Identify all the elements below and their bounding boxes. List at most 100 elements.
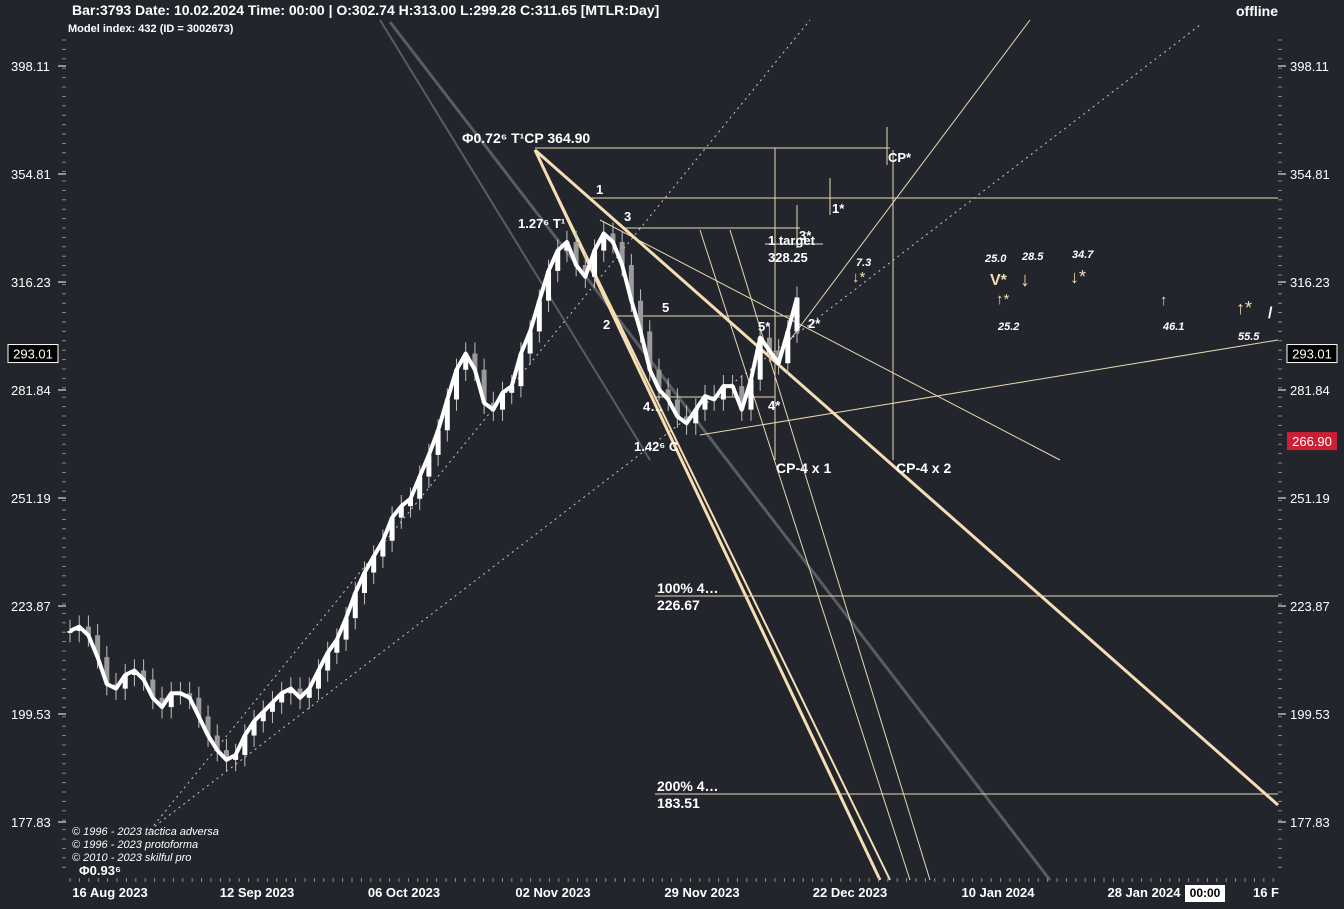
candle-body	[141, 670, 147, 680]
candle-body	[269, 702, 275, 712]
candle-body	[693, 409, 699, 424]
thick-down-line-2	[534, 149, 891, 881]
grey-trend-line-short	[379, 19, 651, 461]
candle-body	[223, 750, 229, 760]
y-axis-right: 398.11 354.81 316.23 281.84 251.19 223.87 199.…	[1278, 39, 1338, 868]
candle-body	[573, 242, 579, 266]
candle-body	[527, 331, 533, 354]
candle-body	[435, 430, 441, 455]
candle-body	[665, 389, 671, 400]
candle-body	[766, 337, 772, 351]
candle-body	[417, 476, 423, 499]
target-value-label: 328.25	[768, 250, 808, 265]
price-line	[69, 231, 799, 762]
thick-down-line-1	[533, 149, 882, 881]
cp4x1-label: CP-4 x 1	[776, 460, 831, 476]
down-star-arrow-2: ↓*	[1070, 267, 1086, 287]
cp-star-label: CP*	[888, 150, 912, 165]
candle-body	[794, 297, 800, 332]
x-tick-label: 16 Aug 2023	[72, 885, 147, 900]
candle-body	[757, 337, 763, 380]
candle-body	[85, 626, 91, 636]
x-axis: 16 Aug 2023 12 Sep 2023 06 Oct 2023 02 Nov …	[69, 878, 1279, 900]
candle-series	[67, 222, 800, 772]
price-marker-right-box	[1286, 344, 1338, 364]
trend-lines	[149, 19, 1279, 881]
annotations: Φ0.72⁶ T¹CP 364.90 1 1.27⁶ T¹ 3 2 5 4… 1.42⁶ C C…	[462, 130, 1273, 811]
value-25-0: 25.0	[984, 253, 1007, 265]
fan-line-steep-1	[729, 229, 931, 881]
down-star-arrow-1: ↓*	[852, 269, 866, 286]
candle-body	[233, 754, 239, 760]
candle-body	[352, 592, 358, 619]
candle-body	[306, 688, 312, 698]
candle-body	[481, 369, 487, 403]
candle-body	[168, 693, 174, 708]
candle-body	[67, 630, 73, 633]
y-tick-label-right: 281.84	[1290, 383, 1330, 398]
model-index: Model index: 432 (ID = 3002673)	[68, 23, 234, 35]
candle-body	[150, 679, 156, 698]
y-tick-label-right: 251.19	[1290, 491, 1330, 506]
v-star-label: V*	[990, 272, 1008, 289]
fib-200-value: 183.51	[657, 795, 700, 811]
value-55-5: 55.5	[1238, 331, 1260, 343]
y-axis-left: 398.11 354.81 316.23 281.84 251.19 223.87 199.…	[7, 39, 66, 868]
candle-body	[297, 688, 303, 698]
five-star-label: 5*	[758, 319, 771, 334]
y-tick-label-right: 177.83	[1290, 815, 1330, 830]
candle-body	[638, 300, 644, 332]
up-star-arrow-2: ↑*	[1236, 298, 1252, 318]
candle-body	[214, 735, 220, 751]
x-tick-label: 06 Oct 2023	[368, 885, 440, 900]
candle-body	[334, 639, 340, 653]
fib-100-label: 100% 4…	[657, 580, 718, 596]
x-tick-label: 16 F	[1253, 885, 1279, 900]
cp4x2-label: CP-4 x 2	[896, 460, 951, 476]
x-tick-label: 02 Nov 2023	[515, 885, 590, 900]
y-tick-label-left: 177.83	[11, 815, 51, 830]
candle-body	[159, 697, 165, 708]
candle-body	[260, 711, 266, 722]
candle-body	[242, 735, 248, 755]
wave-1-fib-label: 1.27⁶ T¹	[518, 216, 565, 231]
candle-body	[122, 674, 128, 689]
value-34-7: 34.7	[1072, 249, 1094, 261]
current-price-box	[1287, 432, 1337, 451]
time-cursor-box[interactable]: 00:00	[1185, 885, 1225, 902]
up-arrow: ↑	[1160, 292, 1168, 309]
candle-body	[371, 556, 377, 573]
wave-5-label: 5	[662, 300, 669, 315]
value-28-5: 28.5	[1021, 251, 1044, 263]
y-tick-label-left: 398.11	[11, 59, 50, 74]
value-7-3: 7.3	[856, 257, 871, 269]
copyright-line-3: © 2010 - 2023 skilful pro	[72, 852, 192, 864]
candle-body	[785, 331, 791, 364]
three-star-label: 3*	[799, 228, 812, 243]
candle-body	[454, 369, 460, 400]
grey-trend-line	[388, 21, 1052, 881]
value-25-2: 25.2	[997, 321, 1019, 333]
candle-body	[748, 379, 754, 410]
candle-body	[251, 721, 257, 736]
candle-body	[647, 331, 653, 370]
candle-body	[702, 396, 708, 410]
two-star-label: 2*	[808, 316, 821, 331]
fib-200-label: 200% 4…	[657, 778, 718, 794]
x-tick-label: 22 Dec 2023	[813, 885, 887, 900]
candle-body	[536, 300, 542, 332]
y-tick-label-right: 199.53	[1290, 707, 1330, 722]
candle-body	[720, 386, 726, 400]
candle-body	[628, 265, 634, 301]
slash-mark: /	[1268, 305, 1273, 322]
y-tick-label-right: 223.87	[1290, 599, 1330, 614]
copyright-line-1: © 1996 - 2023 tactica adversa	[72, 826, 219, 838]
candle-body	[739, 386, 745, 410]
candle-body	[444, 399, 450, 431]
target-rise-line	[789, 19, 1031, 341]
candle-body	[279, 693, 285, 703]
candle-body	[95, 635, 101, 658]
y-tick-label-right: 398.11	[1290, 59, 1329, 74]
y-tick-label-left: 281.84	[11, 383, 51, 398]
